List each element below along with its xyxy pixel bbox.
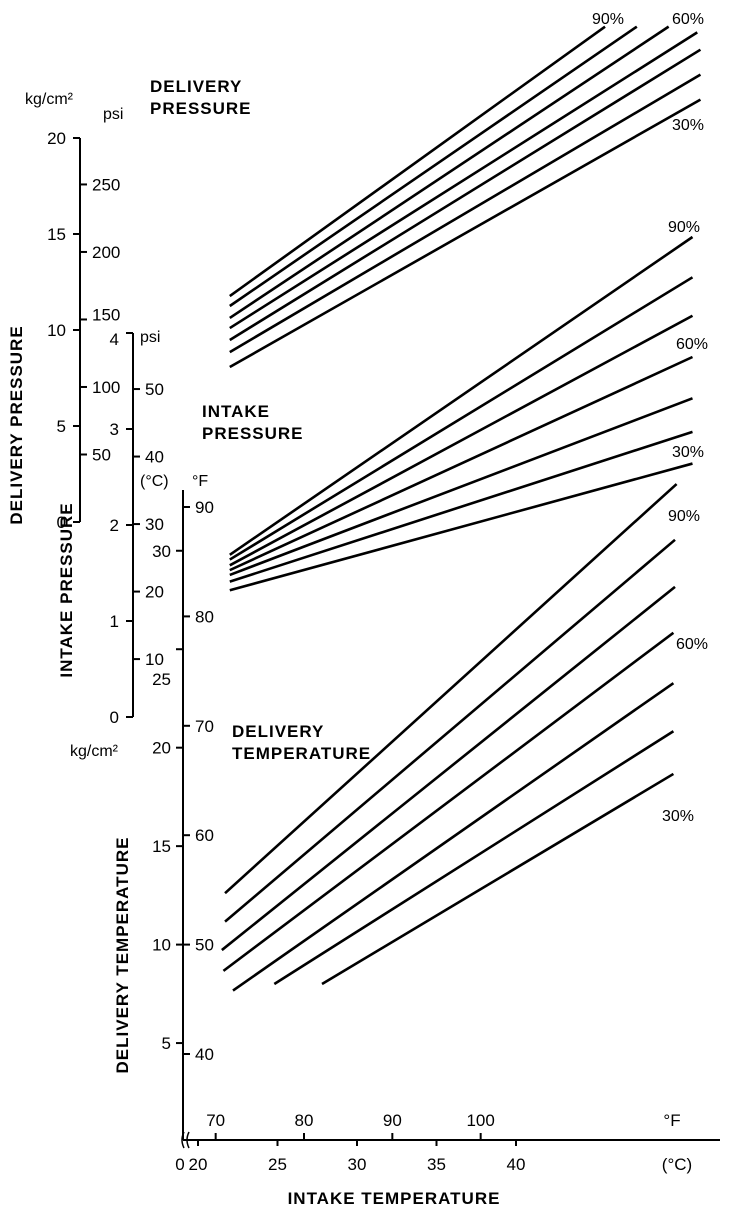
tick-label: 50 [145,380,164,399]
tick-label: 90 [195,498,214,517]
tick-label: 50 [195,936,214,955]
tick-label: 15 [152,837,171,856]
panel-annotation: INTAKE [202,402,270,421]
series-line-intake_pressure-70pct [229,314,694,567]
series-line-delivery_temperature-40pct [273,730,675,986]
tick-label: 40 [145,448,164,467]
tick-label: 100 [92,378,120,397]
tick-label: 5 [162,1034,171,1053]
tick-label: 2 [110,516,119,535]
curve-label: 30% [672,444,704,461]
tick-label: 20 [47,129,66,148]
series-line-delivery_temperature-70pct [221,585,676,952]
curve-label: 60% [676,636,708,653]
panel-annotation: TEMPERATURE [232,744,371,763]
tick-label: 50 [92,445,111,464]
curve-label: 60% [676,336,708,353]
tick-label: 30 [152,542,171,561]
delivery-pressure-psi-unit: psi [103,106,123,123]
series-line-delivery_pressure-30pct [229,98,702,369]
tick-label: 3 [110,420,119,439]
curve-label: 90% [668,508,700,525]
delivery-temperature-f-unit: °F [192,473,208,490]
series-line-intake_pressure-50pct [229,397,693,577]
series-line-delivery_temperature-80pct [224,538,676,923]
tick-label: 10 [145,650,164,669]
curve-label: 30% [672,117,704,134]
series-line-intake_pressure-30pct [229,462,693,592]
tick-label: 80 [195,607,214,626]
curve-label: 60% [672,11,704,28]
series-line-delivery_temperature-30pct [321,772,675,986]
tick-label: 250 [92,175,120,194]
tick-label: 10 [152,936,171,955]
tick-label: 1 [110,612,119,631]
series-line-intake_pressure-60pct [229,355,694,572]
x-tick-label-c: 25 [268,1155,287,1174]
tick-label: 15 [47,225,66,244]
panel-annotation: PRESSURE [202,424,304,443]
series-line-intake_pressure-40pct [229,430,693,583]
tick-label: 4 [110,330,119,349]
curve-label: 90% [668,219,700,236]
series-line-delivery_pressure-70pct [229,25,670,319]
tick-label: 200 [92,243,120,262]
y-axis-title: INTAKE PRESSURE [57,502,76,677]
tick-label: 20 [152,739,171,758]
x-unit-c: (°C) [662,1155,692,1174]
tick-label: 0 [57,513,66,532]
panel-annotation: DELIVERY [232,722,324,741]
x-tick-label-f: 80 [295,1111,314,1130]
x-tick-label-c: 20 [189,1155,208,1174]
tick-label: 10 [47,321,66,340]
series-line-delivery_temperature-50pct [232,682,675,992]
series-line-delivery_pressure-60pct [229,31,698,330]
delivery-pressure-kg-unit: kg/cm² [25,91,74,108]
x-tick-label-f: 100 [466,1111,494,1130]
x-tick-label-f: 70 [206,1111,225,1130]
tick-label: 0 [110,708,119,727]
series-line-intake_pressure-90pct [229,235,694,556]
series-line-delivery_temperature-60pct [222,631,675,972]
x-tick-label-f: 90 [383,1111,402,1130]
x-axis-title: INTAKE TEMPERATURE [288,1189,501,1208]
y-axis-title: DELIVERY PRESSURE [7,325,26,524]
curve-label: 90% [592,11,624,28]
tick-label: 20 [145,583,164,602]
series-line-intake_pressure-80pct [229,276,694,561]
y-axis-title: DELIVERY TEMPERATURE [113,837,132,1074]
tick-label: 30 [145,515,164,534]
x-tick-label-c: 35 [427,1155,446,1174]
curve-label: 30% [662,808,694,825]
tick-label: 70 [195,717,214,736]
series-line-delivery_pressure-90pct [229,25,606,298]
tick-label: 60 [195,826,214,845]
delivery-temperature-c-unit: (°C) [140,473,169,490]
axis-break-icon [181,1131,190,1149]
intake-pressure-psi-unit: psi [140,329,160,346]
series-line-delivery_pressure-40pct [229,73,702,354]
tick-label: 150 [92,305,120,324]
x-tick-label-c: 30 [348,1155,367,1174]
x-unit-f: °F [663,1111,680,1130]
tick-label: 25 [152,670,171,689]
series-line-delivery_temperature-90pct [224,483,678,895]
intake-pressure-kg-unit: kg/cm² [70,743,119,760]
panel-annotation: PRESSURE [150,99,252,118]
x-origin-label: 0 [175,1155,184,1174]
tick-label: 5 [57,417,66,436]
panel-annotation: DELIVERY [150,77,242,96]
series-line-delivery_pressure-80pct [229,25,638,308]
series-line-delivery_pressure-50pct [229,48,702,342]
tick-label: 40 [195,1045,214,1064]
x-tick-label-c: 40 [507,1155,526,1174]
